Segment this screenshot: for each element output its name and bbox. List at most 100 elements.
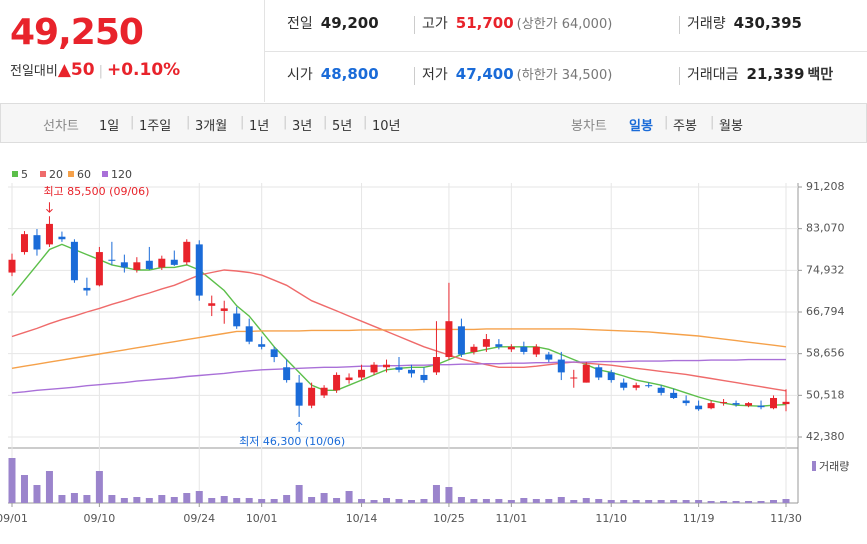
- candle-body: [158, 258, 166, 268]
- tab[interactable]: 3년: [292, 119, 313, 134]
- legend-label: 5: [21, 168, 28, 181]
- tab-group-label: 선차트: [43, 119, 79, 134]
- tab-sep: |: [664, 115, 669, 130]
- candle-body: [283, 367, 291, 381]
- y-tick-label: 91,208: [806, 180, 845, 193]
- candle-body: [545, 354, 553, 360]
- legend-label: 120: [111, 168, 132, 181]
- x-tick-label: 10/01: [246, 512, 278, 525]
- candle-body: [507, 346, 515, 350]
- volume-bar: [707, 501, 715, 503]
- volume-bar: [395, 499, 403, 503]
- quotes: 전일 49,200 고가 51,700 (상한가 64,000) 거래량 430,395 시가…: [265, 0, 867, 102]
- candle-body: [83, 287, 91, 291]
- candle-body: [432, 357, 440, 373]
- candle-body: [233, 313, 241, 327]
- volume-bar: [657, 500, 665, 503]
- legend-swatch: [102, 171, 108, 177]
- candle-body: [333, 374, 341, 391]
- volume-bar: [582, 498, 590, 503]
- legend-swatch: [40, 171, 46, 177]
- candle-body: [308, 387, 316, 406]
- candle-body: [270, 349, 278, 358]
- volume-bar: [445, 487, 453, 503]
- candle-body: [582, 364, 590, 383]
- x-tick-label: 09/10: [84, 512, 116, 525]
- volume-bar: [470, 499, 478, 503]
- separator: [414, 67, 415, 85]
- quote-row: 시가 48,800 저가 47,400 (하한가 34,500) 거래대금 21,339 백만: [265, 51, 867, 102]
- tab[interactable]: 1년: [249, 119, 270, 134]
- y-tick-label: 58,656: [806, 347, 845, 360]
- tab[interactable]: 3개월: [195, 119, 228, 134]
- quote-value: 430,395: [733, 14, 802, 32]
- volume-bar: [720, 501, 728, 503]
- legend-swatch: [68, 171, 74, 177]
- change-label: 전일대비: [10, 64, 58, 79]
- volume-bar: [358, 499, 366, 503]
- quote-note: (하한가 34,500): [516, 68, 613, 83]
- candle-body: [520, 346, 528, 352]
- tab[interactable]: 10년: [372, 119, 401, 134]
- legend-swatch: [12, 171, 18, 177]
- change-value: 50: [70, 60, 95, 80]
- candle-body: [757, 405, 765, 408]
- price-box: 49,250 전일대비▲50 | +0.10%: [0, 0, 265, 102]
- tab[interactable]: 주봉: [673, 119, 697, 134]
- candle-body: [95, 252, 103, 286]
- quote: 저가 47,400 (하한가 34,500): [422, 64, 612, 84]
- quote: 고가 51,700 (상한가 64,000): [422, 13, 612, 33]
- volume-bar: [695, 500, 703, 503]
- volume-bar: [545, 499, 553, 503]
- volume-bar: [183, 493, 191, 503]
- tab[interactable]: 1일: [99, 119, 120, 134]
- candle-body: [170, 259, 178, 265]
- tab[interactable]: 일봉: [629, 119, 653, 134]
- candle-body: [670, 392, 678, 398]
- candle-body: [695, 405, 703, 410]
- volume-bar: [108, 495, 116, 503]
- tab-sep: |: [283, 115, 288, 130]
- candle-body: [8, 259, 16, 273]
- x-tick-label: 09/24: [183, 512, 215, 525]
- candle-body: [395, 367, 403, 370]
- volume-bar: [745, 501, 753, 503]
- volume-bar: [70, 493, 78, 503]
- quote-value: 47,400: [455, 65, 514, 83]
- quote-value: 48,800: [320, 65, 379, 83]
- candle-body: [220, 308, 228, 311]
- candle-body: [195, 244, 203, 296]
- candle-body: [732, 403, 740, 405]
- separator: [679, 16, 680, 34]
- tab[interactable]: 5년: [332, 119, 353, 134]
- y-tick-label: 66,794: [806, 305, 845, 318]
- tab[interactable]: 월봉: [719, 119, 743, 134]
- candle-body: [745, 403, 753, 406]
- candle-body: [495, 344, 503, 347]
- candle-body: [470, 346, 478, 352]
- volume-bar: [595, 499, 603, 503]
- candle-body: [482, 339, 490, 347]
- candle-body: [33, 235, 41, 250]
- volume-bar: [607, 500, 615, 503]
- quote-label: 시가: [287, 67, 313, 83]
- candle-body: [145, 260, 153, 269]
- x-tick-label: 11/10: [595, 512, 627, 525]
- volume-bar: [570, 500, 578, 503]
- candle-body: [420, 374, 428, 381]
- candle-body: [620, 382, 628, 388]
- tab[interactable]: 1주일: [139, 119, 172, 134]
- volume-bar: [632, 500, 640, 503]
- candle-body: [320, 387, 328, 396]
- volume-bar: [370, 500, 378, 503]
- volume-bar: [495, 499, 503, 503]
- volume-bar: [782, 499, 790, 503]
- x-tick-label: 11/19: [683, 512, 715, 525]
- quote: 거래대금 21,339 백만: [687, 64, 833, 84]
- volume-bar: [682, 500, 690, 503]
- tab-sep: |: [130, 115, 135, 130]
- candle-body: [570, 377, 578, 379]
- volume-bar: [557, 497, 565, 503]
- candle-body: [457, 326, 465, 355]
- volume-bar: [383, 498, 391, 503]
